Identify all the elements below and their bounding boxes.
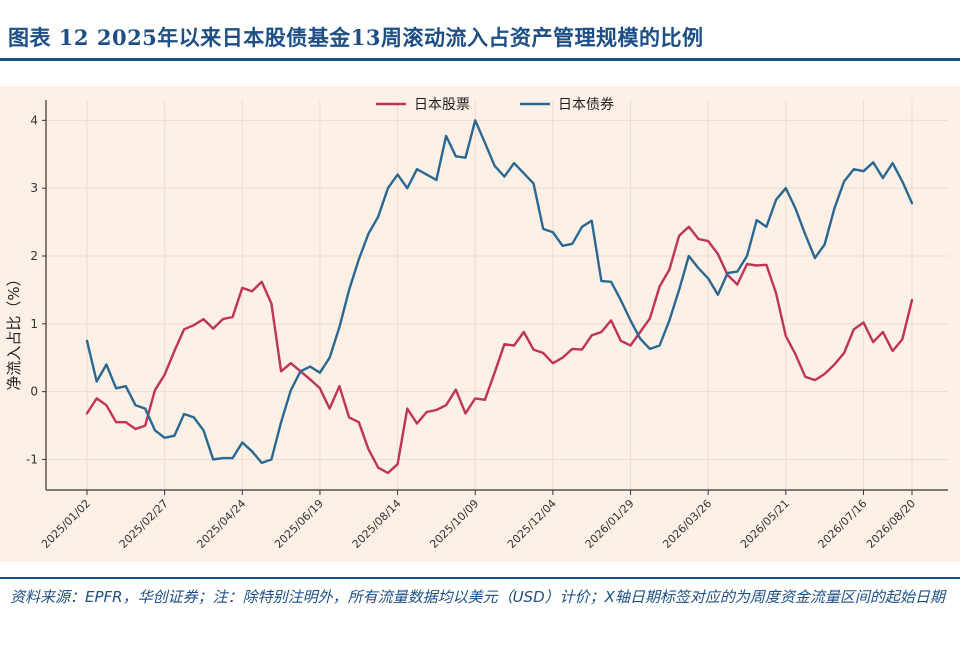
y-tick-label: 2 bbox=[30, 249, 38, 263]
y-tick-label: -1 bbox=[26, 452, 38, 466]
source-note: 资料来源：EPFR，华创证券；注：除特别注明外，所有流量数据均以美元（USD）计… bbox=[10, 588, 945, 606]
legend: 日本股票 日本债券 bbox=[376, 97, 614, 113]
y-axis-label: 净流入占比（%） bbox=[5, 271, 23, 390]
y-tick-label: 3 bbox=[30, 181, 38, 195]
series-line-japan-equity bbox=[85, 225, 914, 475]
series-lines bbox=[85, 119, 914, 475]
title-divider bbox=[0, 58, 960, 61]
legend-label-japan-equity: 日本股票 bbox=[414, 97, 470, 113]
figure-title: 图表 12 2025年以来日本股债基金13周滚动流入占资产管理规模的比例 bbox=[8, 25, 704, 50]
y-tick-label: 0 bbox=[30, 385, 38, 399]
legend-label-japan-bond: 日本债券 bbox=[558, 97, 614, 113]
series-line-japan-bond bbox=[85, 119, 914, 465]
source-divider bbox=[0, 577, 960, 579]
chart-area: -1 0 1 2 3 4 2025/01/02 2025/02/27 2025/04/24 202… bbox=[0, 86, 960, 562]
y-tick-label: 1 bbox=[30, 317, 38, 331]
y-tick-label: 4 bbox=[30, 113, 38, 127]
